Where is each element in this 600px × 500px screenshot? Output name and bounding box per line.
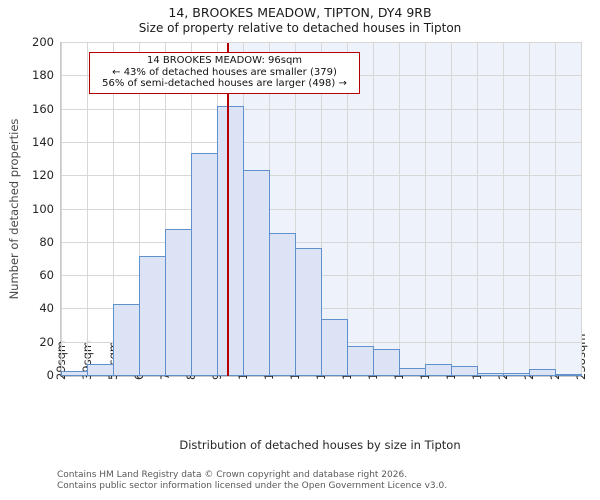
gridline-horizontal: [61, 141, 581, 143]
y-tick-label: 40: [39, 301, 54, 316]
histogram-bar-217sqm: [529, 369, 556, 376]
histogram-bar-92sqm: [217, 106, 244, 376]
x-axis-label: Distribution of detached houses by size …: [179, 438, 461, 452]
annotation-line-3: 56% of semi-detached houses are larger (…: [102, 78, 347, 89]
histogram-bar-50sqm: [113, 304, 140, 376]
gridline-vertical: [477, 43, 478, 376]
y-axis-ticks: 0 20 40 60 80 100 120 140 160 180 200: [0, 35, 54, 382]
gridline-horizontal: [61, 42, 581, 43]
y-tick-label: 20: [39, 334, 54, 349]
gridline-vertical: [347, 43, 348, 376]
histogram-bar-144sqm: [347, 346, 374, 376]
gridline-vertical: [425, 43, 426, 376]
histogram-bar-228sqm: [555, 374, 582, 376]
gridline-horizontal: [61, 108, 581, 110]
gridline-horizontal: [61, 241, 581, 243]
histogram-bar-196sqm: [477, 372, 504, 376]
histogram-bar-71sqm: [165, 229, 192, 376]
y-tick-label: 0: [46, 368, 54, 382]
histogram-bar-154sqm: [373, 349, 400, 376]
y-tick-label: 120: [32, 168, 54, 183]
x-axis-ticks: 29sqm39sqm50sqm60sqm71sqm81sqm92sqm102sq…: [54, 334, 588, 444]
y-tick-label: 100: [32, 201, 54, 216]
y-tick-label: 140: [32, 134, 54, 149]
gridline-horizontal: [61, 208, 581, 210]
footer-line-2: Contains public sector information licen…: [57, 480, 448, 491]
histogram-bar-29sqm: [61, 371, 88, 376]
histogram-bar-81sqm: [191, 152, 218, 376]
gridline-vertical: [139, 43, 140, 376]
y-tick-label: 200: [32, 35, 54, 49]
gridline-horizontal: [61, 175, 581, 177]
gridline-vertical: [399, 43, 400, 376]
y-tick-label: 180: [32, 68, 54, 83]
histogram-bar-175sqm: [425, 364, 452, 376]
annotation-line-1: 14 BROOKES MEADOW: 96sqm: [146, 55, 303, 66]
plot-area: 14 BROOKES MEADOW: 96sqm ← 43% of detach…: [60, 42, 582, 377]
histogram-bar-39sqm: [87, 364, 114, 376]
gridline-vertical: [581, 43, 582, 376]
histogram-bar-186sqm: [451, 366, 478, 376]
gridline-vertical: [165, 43, 166, 376]
histogram-bar-60sqm: [139, 256, 166, 376]
footer-line-1: Contains HM Land Registry data © Crown c…: [57, 470, 408, 480]
histogram-bar-165sqm: [399, 367, 426, 376]
gridline-vertical: [87, 43, 88, 376]
gridline-vertical: [529, 43, 530, 376]
y-tick-label: 80: [39, 234, 54, 249]
annotation-line-2: ← 43% of detached houses are smaller (37…: [112, 66, 337, 78]
histogram-bar-113sqm: [269, 232, 296, 376]
gridline-vertical: [555, 43, 556, 376]
gridline-vertical: [61, 43, 62, 376]
histogram-bar-134sqm: [321, 319, 348, 376]
histogram-bar-207sqm: [503, 372, 530, 376]
y-tick-label: 160: [32, 101, 54, 116]
gridline-vertical: [295, 43, 296, 376]
gridline-vertical: [321, 43, 322, 376]
property-marker-line: [226, 43, 229, 376]
chart-title: 14, BROOKES MEADOW, TIPTON, DY4 9RB: [168, 5, 432, 20]
chart-subtitle: Size of property relative to detached ho…: [138, 21, 462, 35]
gridline-vertical: [451, 43, 452, 376]
gridline-vertical: [113, 43, 114, 376]
y-tick-label: 60: [39, 268, 54, 283]
annotation-box: 14 BROOKES MEADOW: 96sqm ← 43% of detach…: [89, 52, 360, 94]
histogram-bar-102sqm: [243, 169, 270, 376]
footer: Contains HM Land Registry data © Crown c…: [57, 470, 447, 491]
gridline-vertical: [373, 43, 374, 376]
histogram-bar-123sqm: [295, 247, 322, 376]
gridline-vertical: [503, 43, 504, 376]
